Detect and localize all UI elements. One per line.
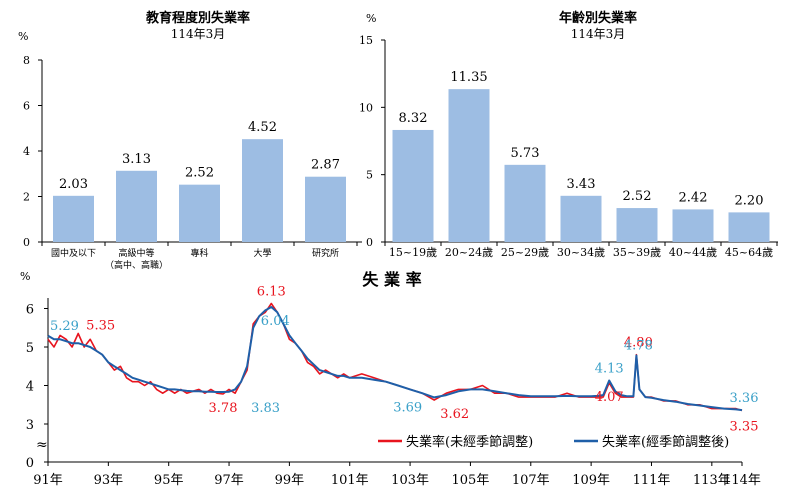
line-x-tick-label: 101年 bbox=[331, 473, 369, 488]
age-y-tick-label: 15 bbox=[359, 34, 373, 47]
age-value-label: 8.32 bbox=[399, 111, 428, 126]
adjusted-annotation: 3.83 bbox=[251, 401, 280, 416]
adjusted-annotation: 5.29 bbox=[50, 319, 79, 334]
education-chart-subtitle: 114年3月 bbox=[171, 27, 226, 41]
age-y-tick-label: 5 bbox=[366, 169, 373, 182]
unadjusted-annotation: 5.35 bbox=[86, 319, 115, 334]
adjusted-annotation: 3.36 bbox=[730, 391, 759, 406]
age-bar bbox=[560, 195, 602, 242]
line-x-tick-label: 99年 bbox=[275, 473, 305, 488]
line-y-tick-label: 4 bbox=[26, 380, 34, 395]
unemployment-line-chart: 失 業 率 % 0 3 4 5 6 ≈91年 93年 95年 97年 99年 101年 103年 105… bbox=[20, 270, 761, 488]
age-category-label: 30~34歲 bbox=[557, 245, 605, 259]
education-category-label: 研究所 bbox=[312, 247, 339, 259]
education-chart-title: 教育程度別失業率 bbox=[145, 10, 250, 26]
age-y-tick-label: 10 bbox=[359, 101, 373, 114]
education-y-tick-label: 0 bbox=[23, 236, 30, 249]
adjusted-annotation: 3.69 bbox=[393, 400, 422, 415]
age-bar bbox=[616, 208, 658, 242]
education-bar bbox=[305, 176, 346, 242]
line-x-tick-label: 114年 bbox=[723, 473, 761, 488]
age-chart-title: 年齡別失業率 bbox=[559, 10, 637, 26]
education-bar bbox=[53, 195, 94, 242]
education-y-unit: % bbox=[18, 30, 28, 43]
line-x-tick-label: 113年 bbox=[693, 473, 731, 488]
age-value-label: 2.20 bbox=[735, 193, 764, 208]
legend-label-adjusted: 失業率(經季節調整後) bbox=[602, 434, 729, 450]
unadjusted-annotation: 4.07 bbox=[595, 390, 624, 405]
age-bar bbox=[504, 164, 546, 242]
age-chart-subtitle: 114年3月 bbox=[571, 27, 626, 41]
education-y-tick-label: 8 bbox=[23, 54, 30, 67]
education-category-label: 國中及以下 bbox=[51, 247, 96, 259]
age-bar bbox=[728, 212, 770, 242]
education-bar bbox=[179, 184, 220, 242]
age-category-label: 35~39歲 bbox=[613, 245, 661, 259]
education-category-label: 專科 bbox=[190, 247, 208, 259]
age-y-tick-label: 0 bbox=[366, 236, 373, 249]
unadjusted-annotation: 3.35 bbox=[730, 420, 759, 435]
education-y-tick-label: 6 bbox=[23, 100, 30, 113]
line-x-tick-label: 109年 bbox=[572, 473, 610, 488]
line-y-tick-label: 6 bbox=[26, 303, 34, 318]
age-value-label: 5.73 bbox=[511, 146, 540, 161]
age-category-label: 45~64歲 bbox=[725, 245, 773, 259]
age-category-label: 40~44歲 bbox=[669, 245, 717, 259]
age-bar-chart: 年齡別失業率 114年3月 % 0 5 10 15 8.32 15~19歲 11.35 20~… bbox=[359, 10, 778, 259]
education-value-label: 2.87 bbox=[311, 158, 340, 173]
age-bar bbox=[448, 89, 490, 242]
adjusted-annotation: 4.78 bbox=[624, 338, 653, 353]
education-y-tick-label: 4 bbox=[23, 145, 30, 158]
education-category-label: 大學 bbox=[253, 247, 271, 259]
age-category-label: 25~29歲 bbox=[501, 245, 549, 259]
education-y-tick-label: 2 bbox=[23, 191, 30, 204]
age-category-label: 20~24歲 bbox=[445, 245, 493, 259]
line-x-tick-label: 111年 bbox=[633, 473, 671, 488]
unadjusted-annotation: 6.13 bbox=[257, 284, 286, 299]
age-y-unit: % bbox=[366, 12, 376, 25]
education-bar bbox=[116, 170, 157, 242]
line-x-tick-label: 91年 bbox=[33, 473, 63, 488]
line-y-tick-label: 0 bbox=[26, 456, 34, 471]
line-x-tick-label: 93年 bbox=[94, 473, 124, 488]
series-line-adjusted bbox=[47, 306, 743, 412]
unadjusted-annotation: 3.62 bbox=[440, 407, 469, 422]
unadjusted-annotation: 4.80 bbox=[624, 336, 653, 351]
axis-break-mark: ≈ bbox=[36, 437, 48, 453]
line-x-tick-label: 103年 bbox=[391, 473, 429, 488]
education-bar bbox=[242, 139, 283, 242]
education-value-label: 2.52 bbox=[185, 166, 214, 181]
adjusted-annotation: 6.04 bbox=[261, 314, 290, 329]
adjusted-annotation: 4.13 bbox=[595, 361, 624, 376]
education-value-label: 2.03 bbox=[59, 177, 88, 192]
line-y-tick-label: 3 bbox=[26, 418, 34, 433]
series-line-unadjusted bbox=[47, 302, 743, 412]
age-value-label: 2.42 bbox=[679, 190, 708, 205]
unadjusted-annotation: 3.78 bbox=[209, 401, 238, 416]
education-category-label: （高中、高職） bbox=[105, 259, 168, 271]
line-chart-title: 失 業 率 bbox=[362, 270, 421, 289]
education-value-label: 4.52 bbox=[248, 120, 277, 135]
line-y-tick-label: 5 bbox=[26, 341, 34, 356]
education-value-label: 3.13 bbox=[122, 152, 151, 167]
education-bar-chart: 教育程度別失業率 114年3月 % 0 2 4 6 8 2.03 國中及以下 3.13 高級中等… bbox=[18, 10, 362, 271]
age-category-label: 15~19歲 bbox=[389, 245, 437, 259]
age-bar bbox=[392, 129, 434, 242]
age-value-label: 2.52 bbox=[623, 189, 652, 204]
line-x-tick-label: 107年 bbox=[512, 473, 550, 488]
line-x-tick-label: 95年 bbox=[154, 473, 184, 488]
line-x-tick-label: 105年 bbox=[452, 473, 490, 488]
legend-label-unadjusted: 失業率(未經季節調整) bbox=[406, 434, 533, 450]
age-value-label: 11.35 bbox=[450, 70, 487, 85]
line-y-unit: % bbox=[20, 270, 30, 283]
education-category-label: 高級中等 bbox=[118, 247, 154, 259]
line-x-tick-label: 97年 bbox=[214, 473, 244, 488]
age-value-label: 3.43 bbox=[567, 177, 596, 192]
age-bar bbox=[672, 209, 714, 242]
